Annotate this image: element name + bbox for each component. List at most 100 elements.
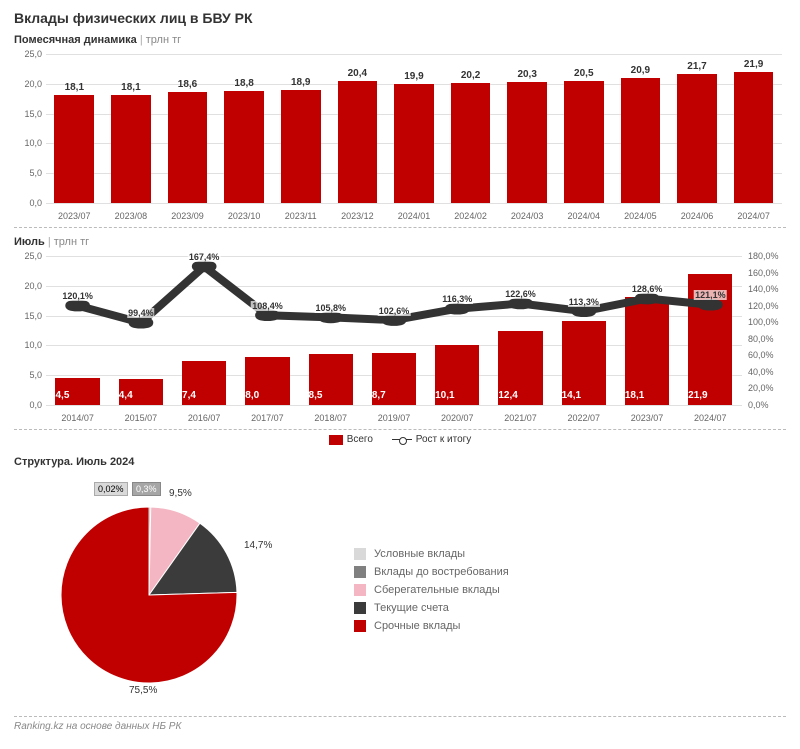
- chart2-bars: 4,5 4,4 7,4 8,0 8,5 8,7 10,1 12,4 14,1 18,121,9: [46, 256, 742, 405]
- bar-value-label: 20,9: [631, 65, 650, 76]
- bar-rect: [394, 84, 434, 203]
- line-point-label: 122,6%: [504, 289, 537, 299]
- legend-line-label: Рост к итогу: [416, 434, 472, 445]
- line-point-label: 128,6%: [631, 284, 664, 294]
- x-label: 2023/11: [272, 211, 329, 221]
- bar-col: 10,1: [426, 256, 489, 405]
- bar-rect: 7,4: [182, 361, 226, 405]
- y2-tick: 40,0%: [748, 367, 774, 377]
- bar-value-label: 18,9: [291, 77, 310, 88]
- bar-rect: [677, 74, 717, 203]
- x-label: 2017/07: [236, 413, 299, 423]
- bar-rect: [338, 81, 378, 203]
- pie-value-label: 14,7%: [244, 540, 272, 551]
- bar-rect: 4,4: [119, 379, 163, 405]
- x-label: 2021/07: [489, 413, 552, 423]
- x-label: 2023/09: [159, 211, 216, 221]
- bar-rect: 14,1: [562, 321, 606, 405]
- chart1-y-axis: 0,05,010,015,020,025,0: [14, 54, 44, 203]
- bar-col: 8,7: [362, 256, 425, 405]
- x-label: 2024/03: [499, 211, 556, 221]
- bar-rect: [168, 92, 208, 203]
- bar-value-label: 20,2: [461, 70, 480, 81]
- bar-col: 14,1: [552, 256, 615, 405]
- bar-value-label: 8,7: [372, 390, 386, 401]
- x-label: 2024/07: [679, 413, 742, 423]
- bar-value-label: 8,0: [245, 390, 259, 401]
- bar-col: 20,5: [555, 54, 612, 203]
- y-tick: 25,0: [24, 251, 42, 261]
- bar-rect: 10,1: [435, 345, 479, 405]
- pie-legend-label: Текущие счета: [374, 602, 449, 614]
- line-point-label: 99,4%: [127, 308, 155, 318]
- y2-tick: 100,0%: [748, 317, 779, 327]
- bar-col: 18,1: [46, 54, 103, 203]
- x-label: 2024/07: [725, 211, 782, 221]
- pie-legend-item: Вклады до востребования: [354, 566, 786, 578]
- line-point-label: 116,3%: [441, 294, 473, 304]
- bar-col: 8,5: [299, 256, 362, 405]
- bar-rect: 8,5: [309, 354, 353, 405]
- pie-swatch: [354, 602, 366, 614]
- chart2-plot-area: 4,5 4,4 7,4 8,0 8,5 8,7 10,1 12,4 14,1 18,121,9 1…: [46, 256, 742, 405]
- bar-col: 21,7: [669, 54, 726, 203]
- bar-value-label: 20,3: [517, 69, 536, 80]
- bar-col: 18,9: [272, 54, 329, 203]
- bar-rect: [621, 78, 661, 203]
- bar-value-label: 18,8: [234, 78, 253, 89]
- bar-col: 20,2: [442, 54, 499, 203]
- bar-rect: [451, 83, 491, 203]
- line-point-label: 102,6%: [378, 306, 411, 316]
- pie-swatch: [354, 566, 366, 578]
- bar-value-label: 20,4: [348, 68, 367, 79]
- y-tick: 20,0: [24, 79, 42, 89]
- chart1-subtitle-unit: трлн тг: [146, 34, 181, 46]
- y-tick: 25,0: [24, 49, 42, 59]
- bar-col: 20,3: [499, 54, 556, 203]
- bar-col: 18,1: [103, 54, 160, 203]
- pie-legend-item: Сберегательные вклады: [354, 584, 786, 596]
- legend-item-line: Рост к итогу: [392, 434, 472, 445]
- line-point-label: 167,4%: [188, 252, 221, 262]
- y2-tick: 60,0%: [748, 350, 774, 360]
- chart1-container: 0,05,010,015,020,025,0 18,118,118,618,81…: [14, 48, 786, 228]
- pie-value-label: 75,5%: [129, 685, 157, 696]
- bar-col: 19,9: [386, 54, 443, 203]
- chart1-subtitle: Помесячная динамика | трлн тг: [14, 34, 786, 46]
- bar-value-label: 20,5: [574, 68, 593, 79]
- chart2-subtitle-unit: трлн тг: [54, 236, 89, 248]
- y-tick: 0,0: [29, 400, 42, 410]
- x-label: 2022/07: [552, 413, 615, 423]
- pie-chart: [54, 500, 244, 690]
- pie-legend: Условные вкладыВклады до востребованияСб…: [294, 542, 786, 638]
- pie-legend-label: Вклады до востребования: [374, 566, 509, 578]
- bar-col: 18,8: [216, 54, 273, 203]
- pie-value-label: 0,02%: [94, 482, 128, 496]
- bar-col: 12,4: [489, 256, 552, 405]
- y-tick: 0,0: [29, 198, 42, 208]
- bar-col: 18,1: [615, 256, 678, 405]
- bar-col: 20,4: [329, 54, 386, 203]
- swatch-bar: [329, 435, 343, 445]
- x-label: 2024/02: [442, 211, 499, 221]
- x-label: 2014/07: [46, 413, 109, 423]
- y2-tick: 160,0%: [748, 268, 779, 278]
- bar-value-label: 12,4: [498, 390, 517, 401]
- chart1-bars: 18,118,118,618,818,920,419,920,220,320,5…: [46, 54, 782, 203]
- bar-col: 20,9: [612, 54, 669, 203]
- bar-rect: 18,1: [625, 297, 669, 405]
- bar-rect: 8,0: [245, 357, 289, 405]
- bar-col: 4,5: [46, 256, 109, 405]
- pie-legend-item: Срочные вклады: [354, 620, 786, 632]
- bar-col: 4,4: [109, 256, 172, 405]
- main-title: Вклады физических лиц в БВУ РК: [14, 10, 786, 26]
- bar-col: 21,9: [679, 256, 742, 405]
- y2-tick: 0,0%: [748, 400, 769, 410]
- bar-value-label: 21,9: [744, 59, 763, 70]
- bar-col: 8,0: [236, 256, 299, 405]
- pie-legend-item: Текущие счета: [354, 602, 786, 614]
- y-tick: 10,0: [24, 340, 42, 350]
- line-point-label: 113,3%: [568, 297, 600, 307]
- y2-tick: 120,0%: [748, 301, 779, 311]
- x-label: 2023/10: [216, 211, 273, 221]
